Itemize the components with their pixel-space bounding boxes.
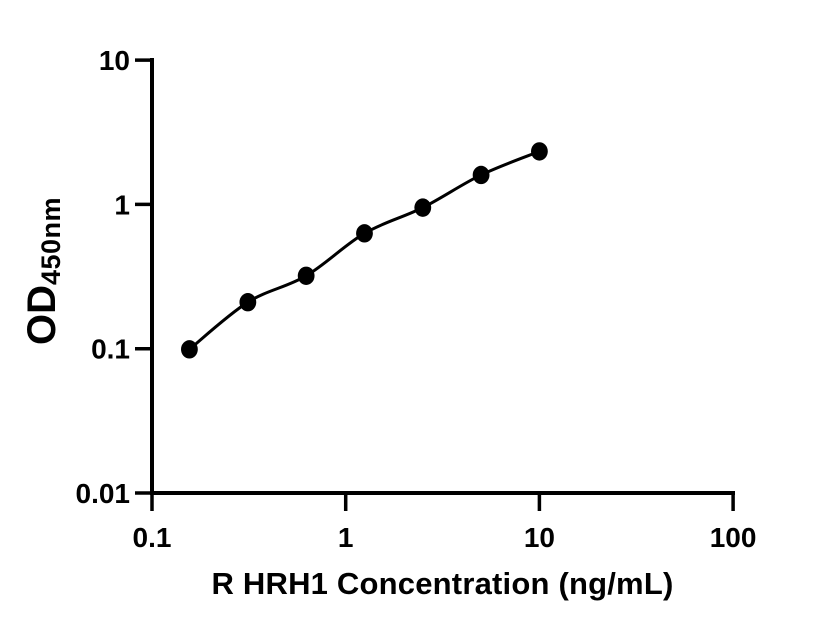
y-tick-label: 0.01 xyxy=(76,478,131,509)
x-tick-label: 1 xyxy=(338,522,354,553)
data-point xyxy=(239,293,257,312)
data-point xyxy=(531,142,548,161)
data-point xyxy=(356,224,373,243)
x-tick-label: 0.1 xyxy=(133,522,172,553)
x-tick-label: 10 xyxy=(524,522,555,553)
y-tick-label: 0.1 xyxy=(91,334,130,365)
x-axis-title-text: R HRH1 Concentration (ng/mL) xyxy=(211,566,674,601)
y-axis-title: OD450nm xyxy=(20,197,66,346)
x-tick-label: 100 xyxy=(710,522,757,553)
data-point xyxy=(181,340,198,359)
x-axis-title: R HRH1 Concentration (ng/mL) xyxy=(152,566,733,602)
y-axis-title-sub: 450nm xyxy=(36,196,66,286)
y-axis-title-main: OD xyxy=(20,285,64,346)
y-tick-label: 1 xyxy=(114,189,130,220)
data-point xyxy=(414,198,432,217)
y-tick-label: 10 xyxy=(99,45,130,76)
data-point xyxy=(472,165,490,185)
data-point xyxy=(297,266,315,286)
